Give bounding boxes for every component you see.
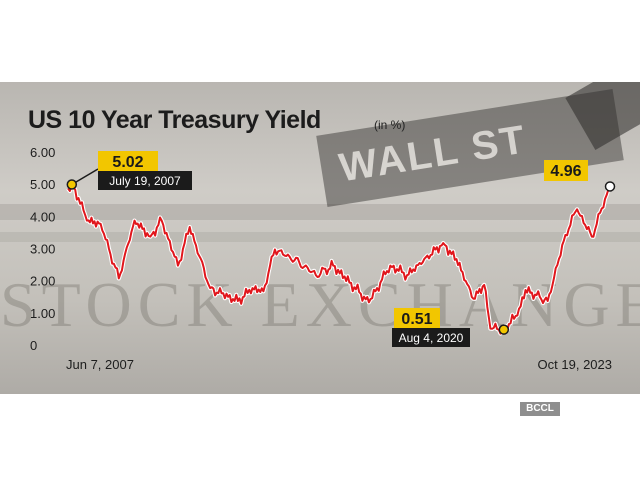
series-line-outline bbox=[66, 182, 612, 336]
x-axis: Jun 7, 2007 Oct 19, 2023 bbox=[66, 357, 612, 372]
callout-date-box bbox=[98, 171, 192, 190]
y-tick-label: 3.00 bbox=[30, 242, 55, 257]
y-tick-label: 6.00 bbox=[30, 145, 55, 160]
y-tick-label: 1.00 bbox=[30, 306, 55, 321]
callout: 4.96 bbox=[544, 160, 616, 192]
data-point-marker bbox=[498, 324, 510, 335]
y-tick-label: 2.00 bbox=[30, 274, 55, 289]
series-group bbox=[66, 182, 612, 336]
callout-value-label: 4.96 bbox=[550, 163, 581, 180]
chart-background: WALL ST STOCK EXCHANGE US 10 Year Treasu… bbox=[0, 82, 640, 394]
callout-value-box bbox=[98, 151, 158, 172]
callout: 5.02 July 19, 2007 bbox=[66, 151, 192, 190]
line-chart: 6.00 5.00 4.00 3.00 2.00 1.00 0 Jun 7, 2007 Oc… bbox=[30, 145, 616, 372]
callout-value-label: 5.02 bbox=[112, 154, 143, 171]
y-axis: 6.00 5.00 4.00 3.00 2.00 1.00 0 bbox=[30, 145, 55, 353]
callout-date-label: Aug 4, 2020 bbox=[399, 331, 464, 345]
y-tick-label: 5.00 bbox=[30, 177, 55, 192]
callout: 0.51 Aug 4, 2020 bbox=[392, 308, 510, 347]
callout-value-box bbox=[544, 160, 588, 181]
callout-value-label: 0.51 bbox=[401, 311, 432, 328]
chart-title: US 10 Year Treasury Yield bbox=[28, 106, 321, 134]
x-tick-label-start: Jun 7, 2007 bbox=[66, 357, 134, 372]
background-stock-exchange-carving: STOCK EXCHANGE bbox=[0, 269, 640, 340]
unit-note: (in %) bbox=[374, 118, 406, 132]
callout-value-box bbox=[394, 308, 440, 329]
y-tick-label: 4.00 bbox=[30, 209, 55, 224]
callout-date-box bbox=[392, 328, 470, 347]
series-line bbox=[67, 183, 611, 335]
x-tick-label-end: Oct 19, 2023 bbox=[538, 357, 612, 372]
data-point-marker bbox=[66, 179, 78, 190]
background-band bbox=[0, 232, 640, 242]
data-point-marker bbox=[604, 181, 616, 192]
credit-badge: BCCL bbox=[520, 402, 560, 416]
callout-date-label: July 19, 2007 bbox=[109, 174, 181, 188]
y-tick-label: 0 bbox=[30, 338, 37, 353]
callouts-group: 5.02 July 19, 2007 0.51 Aug 4, 2020 4.96 bbox=[66, 151, 616, 347]
